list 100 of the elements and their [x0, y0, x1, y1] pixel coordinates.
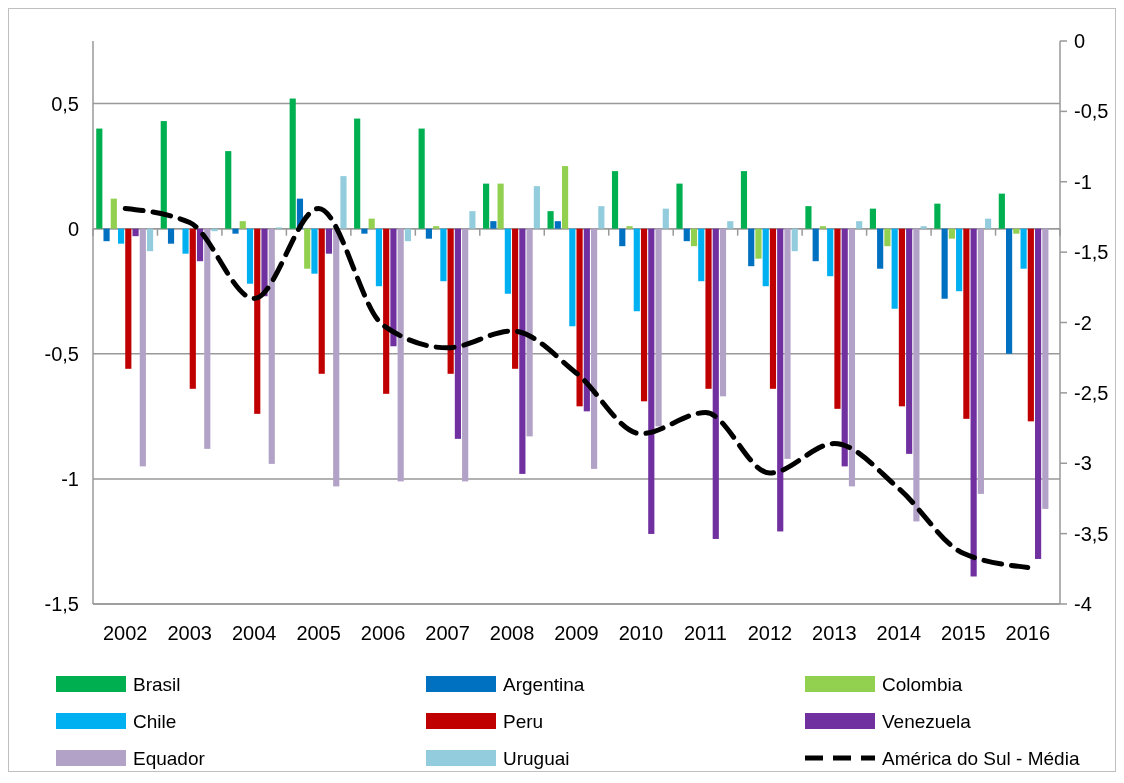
y-tick-label: 0 [67, 217, 79, 240]
bar [182, 228, 189, 254]
x-tick-label: 2013 [812, 622, 857, 644]
bar [805, 206, 812, 229]
y2-tick-label: -2,5 [1074, 381, 1109, 404]
y-tick-label: -0,5 [44, 342, 79, 365]
legend-label: Peru [503, 710, 544, 732]
bar [225, 151, 232, 229]
bar [683, 228, 690, 242]
bar [354, 118, 361, 229]
y-tick-label: -1 [61, 467, 79, 490]
bar [562, 166, 569, 229]
bar [1042, 228, 1049, 509]
x-tick-label: 2003 [167, 622, 212, 644]
bar [834, 228, 841, 409]
x-tick-label: 2014 [876, 622, 922, 644]
bar [1035, 228, 1042, 559]
bar [110, 198, 117, 229]
y2-tick-label: -0,5 [1074, 100, 1109, 123]
bar [712, 228, 719, 539]
bar [504, 228, 511, 294]
bar [425, 228, 432, 239]
y2-tick-label: -2 [1074, 311, 1092, 334]
bar [311, 228, 318, 274]
x-tick-label: 2011 [683, 622, 727, 644]
bar [827, 228, 834, 277]
bar [103, 228, 110, 242]
bar [254, 228, 261, 414]
y2-tick-label: -1 [1074, 170, 1092, 193]
bar [848, 228, 856, 487]
bar [898, 228, 905, 407]
x-tick-label: 2016 [1005, 622, 1051, 644]
bar [569, 228, 576, 327]
bar [727, 221, 734, 229]
y2-tick-label: -3,5 [1074, 522, 1109, 545]
bar [705, 228, 712, 389]
bar [755, 228, 762, 259]
y-tick-label: 0,5 [51, 92, 79, 115]
bar [246, 228, 254, 284]
y2-tick-label: 0 [1074, 30, 1086, 52]
legend-label: Brasil [133, 673, 181, 695]
bar [304, 228, 311, 269]
bar [740, 171, 748, 229]
bar [856, 221, 863, 229]
bar [368, 218, 375, 229]
legend-label: Colombia [882, 673, 963, 695]
bar [884, 228, 891, 247]
bar [576, 228, 583, 407]
bar [985, 218, 992, 229]
bar [648, 228, 655, 534]
bar [404, 228, 412, 242]
bar [497, 183, 504, 229]
bar [447, 228, 454, 374]
bar [819, 226, 827, 229]
bar [970, 228, 977, 577]
bar [139, 228, 146, 467]
bar [167, 228, 175, 244]
x-tick-label: 2012 [747, 622, 793, 644]
bar [662, 208, 669, 229]
bar [204, 228, 211, 449]
x-tick-label: 2015 [941, 622, 986, 644]
bar [920, 226, 927, 229]
bar [526, 228, 533, 437]
bar [698, 228, 705, 282]
bar [325, 228, 333, 254]
bar [547, 211, 554, 229]
x-tick-label: 2010 [618, 622, 664, 644]
bar [397, 228, 404, 482]
bar [1027, 228, 1034, 422]
bar [906, 228, 913, 454]
x-tick-label: 2009 [554, 622, 599, 644]
bar [841, 228, 848, 467]
x-tick-label: 2004 [231, 622, 277, 644]
bar [748, 228, 755, 267]
bar [554, 221, 561, 229]
bar [418, 128, 425, 229]
y-tick-label: -1,5 [44, 593, 79, 615]
bar [769, 228, 777, 389]
bar [519, 228, 526, 474]
bar [812, 228, 819, 262]
bar [1020, 228, 1027, 269]
bar [261, 228, 268, 297]
bar [633, 228, 640, 312]
bar [1006, 228, 1013, 354]
bar [998, 193, 1005, 229]
x-tick-label: 2005 [296, 622, 341, 644]
bar [146, 228, 154, 252]
bar [383, 228, 390, 394]
x-tick-label: 2007 [425, 622, 470, 644]
bar [676, 183, 683, 229]
bar [340, 176, 347, 229]
x-tick-label: 2008 [489, 622, 535, 644]
bar [977, 228, 984, 494]
bar [318, 228, 325, 374]
bar [211, 228, 218, 232]
bar [440, 228, 447, 282]
bar [189, 228, 196, 389]
bar [583, 228, 590, 412]
bar [512, 228, 519, 369]
legend-label: Chile [133, 710, 177, 732]
